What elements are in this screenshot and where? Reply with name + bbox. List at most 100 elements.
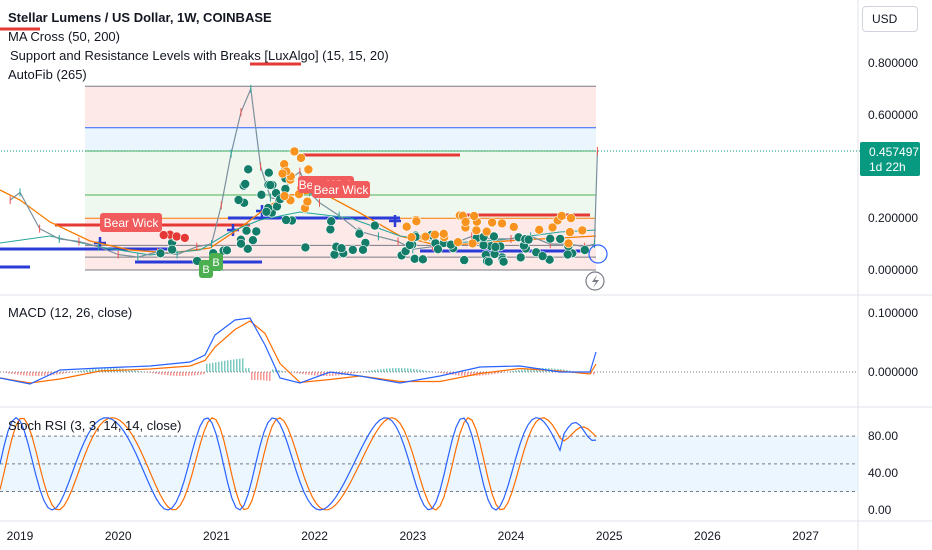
macd-pane <box>0 317 858 385</box>
signal-circle-117 <box>566 213 576 223</box>
macd-hist-458 <box>458 372 460 376</box>
macd-hist-230 <box>230 359 232 372</box>
macd-hist-47 <box>47 372 49 376</box>
macd-hist-425 <box>425 370 427 372</box>
macd-hist-311 <box>311 372 313 376</box>
signal-circle-48 <box>347 245 358 255</box>
macd-hist-488 <box>488 372 490 375</box>
fib-zone-6 <box>85 86 596 128</box>
x-tick-2022: 2022 <box>301 529 328 543</box>
x-tick-2020: 2020 <box>105 529 132 543</box>
macd-hist-314 <box>314 372 316 376</box>
x-tick-2027: 2027 <box>792 529 819 543</box>
macd-hist-440 <box>440 372 442 374</box>
macd-hist-176 <box>176 372 178 376</box>
signal-circle-49 <box>354 229 365 239</box>
signal-circle-94 <box>490 242 501 252</box>
macd-hist-380 <box>380 369 382 372</box>
macd-hist-473 <box>473 372 475 376</box>
macd-hist-38 <box>38 372 40 376</box>
macd-hist-269 <box>269 372 271 381</box>
macd-hist-62 <box>62 372 64 374</box>
signal-circle-51 <box>369 220 380 231</box>
macd-hist-194 <box>194 372 196 376</box>
signal-circle-11 <box>300 242 311 253</box>
signal-circle-129 <box>411 216 422 227</box>
macd-hist-413 <box>413 368 415 372</box>
currency-button[interactable]: USD <box>862 6 918 32</box>
macd-hist-173 <box>173 372 175 376</box>
macd-hist-527 <box>527 368 529 372</box>
signal-circle-137 <box>155 248 166 259</box>
signal-circle-14 <box>261 207 272 217</box>
macd-hist-293 <box>293 372 295 373</box>
macd-hist-533 <box>533 368 535 372</box>
signal-circle-130 <box>420 231 431 242</box>
macd-hist-518 <box>518 369 520 372</box>
x-tick-2021: 2021 <box>203 529 230 543</box>
y-tick-stoch-40.00: 40.00 <box>868 466 898 480</box>
macd-hist-239 <box>239 358 241 372</box>
y-tick-stoch-80.00: 80.00 <box>868 429 898 443</box>
macd-hist-20 <box>20 372 22 376</box>
signal-circle-123 <box>460 217 471 227</box>
indicator-ma-cross[interactable]: MA Cross (50, 200) <box>8 29 120 44</box>
chart-title: Stellar Lumens / US Dollar, 1W, COINBASE <box>8 10 272 25</box>
signal-circle-110 <box>565 227 575 237</box>
macd-hist-389 <box>389 368 391 372</box>
macd-hist-224 <box>224 360 226 372</box>
macd-title[interactable]: MACD (12, 26, close) <box>8 305 132 320</box>
macd-hist-221 <box>221 361 223 372</box>
macd-hist-500 <box>500 372 502 373</box>
macd-hist-386 <box>386 368 388 372</box>
signal-circle-23 <box>265 180 276 190</box>
signal-circle-55 <box>336 243 347 253</box>
macd-hist-374 <box>374 369 376 372</box>
signal-circle-10 <box>243 164 253 175</box>
signal-circle-59 <box>555 234 566 244</box>
stoch-d-line <box>0 417 597 511</box>
signal-circle-124 <box>534 225 545 235</box>
macd-hist-422 <box>422 370 424 372</box>
indicator-luxalgo[interactable]: Support and Resistance Levels with Break… <box>10 48 389 63</box>
macd-hist-494 <box>494 372 496 374</box>
macd-hist-182 <box>182 372 184 376</box>
autofib-zones <box>0 85 860 271</box>
macd-hist-65 <box>65 372 67 374</box>
macd-hist-260 <box>260 372 262 381</box>
macd-hist-215 <box>215 362 217 372</box>
macd-hist-410 <box>410 368 412 372</box>
price-axis: 0.800000 0.600000 0.200000 0.000000 0.100000… <box>868 56 918 517</box>
macd-hist-98 <box>98 368 100 372</box>
macd-hist-200 <box>200 372 202 375</box>
stoch-title[interactable]: Stoch RSI (3, 3, 14, 14, close) <box>8 418 181 433</box>
bear-wick-text-1: Bear Wick <box>104 216 160 230</box>
macd-hist-524 <box>524 369 526 372</box>
macd-hist-191 <box>191 372 193 376</box>
bar-countdown: 1d 22h <box>869 160 906 174</box>
signal-circle-115 <box>406 232 417 242</box>
macd-hist-455 <box>455 372 457 376</box>
lightning-icon[interactable] <box>585 271 605 291</box>
signal-circle-112 <box>487 217 497 228</box>
macd-hist-467 <box>467 372 469 376</box>
signal-circle-121 <box>556 211 567 221</box>
macd-hist-305 <box>305 372 307 375</box>
signal-circle-142 <box>180 233 190 243</box>
signal-circle-74 <box>409 253 420 264</box>
signal-circle-125 <box>438 229 449 239</box>
macd-hist-77 <box>77 371 79 372</box>
macd-hist-464 <box>464 372 466 376</box>
signal-circle-95 <box>562 249 573 260</box>
signal-circle-30 <box>303 164 314 175</box>
bull-text-1: B <box>202 264 209 276</box>
macd-hist-371 <box>371 370 373 372</box>
macd-hist-356 <box>356 372 358 373</box>
macd-hist-104 <box>104 368 106 372</box>
macd-hist-308 <box>308 372 310 375</box>
macd-hist-158 <box>158 372 160 375</box>
macd-hist-59 <box>59 372 61 375</box>
indicator-autofib[interactable]: AutoFib (265) <box>8 67 87 82</box>
macd-hist-284 <box>284 371 286 372</box>
